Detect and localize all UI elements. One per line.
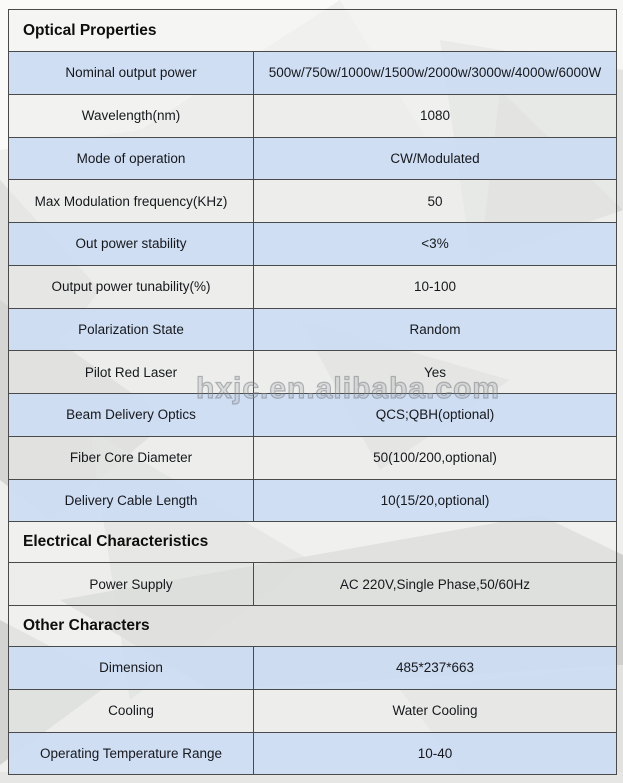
table-row: Nominal output power 500w/750w/1000w/1500… [9,51,616,94]
row-value: 485*237*663 [253,647,616,689]
row-label: Out power stability [75,236,187,252]
row-label: Power Supply [89,576,173,592]
table-row: Beam Delivery Optics QCS;QBH(optional) [9,393,616,436]
row-label: Cooling [108,703,154,719]
table-row: Polarization State Random [9,307,616,351]
table-row: Delivery Cable Length 10(15/20,optional) [9,478,616,522]
table-row: Max Modulation frequency(KHz) 50 [9,179,616,222]
row-label: Polarization State [78,321,184,337]
spec-table: Optical Properties Nominal output power 50… [8,9,617,776]
row-label: Wavelength(nm) [81,108,181,124]
table-row: Out power stability <3% [9,222,616,265]
row-value: Yes [253,351,616,393]
row-value: 1080 [253,94,616,137]
section-header: Optical Properties [9,10,616,51]
row-value: QCS;QBH(optional) [253,394,616,436]
table-row: Fiber Core Diameter 50(100/200,optional) [9,435,616,479]
row-label: Max Modulation frequency(KHz) [34,193,228,209]
section-title: Optical Properties [23,21,157,39]
row-value: Random [253,308,616,351]
row-value: 50(100/200,optional) [253,436,616,479]
row-label: Pilot Red Laser [84,364,178,380]
row-label: Output power tunability(%) [51,279,211,295]
section-header: Electrical Characteristics [9,521,616,563]
row-value: 500w/750w/1000w/1500w/2000w/3000w/4000w/… [253,52,616,94]
table-row: Operating Temperature Range 10-40 [9,731,616,775]
row-label: Operating Temperature Range [39,745,223,761]
table-row: Output power tunability(%) 10-100 [9,264,616,308]
row-value: 50 [253,180,616,222]
section-header: Other Characters [9,605,616,646]
row-value: <3% [253,223,616,265]
row-label: Fiber Core Diameter [69,450,193,466]
row-value: AC 220V,Single Phase,50/60Hz [253,563,616,605]
row-value: CW/Modulated [253,137,616,180]
table-row: Mode of operation CW/Modulated [9,136,616,180]
row-value: 10-100 [253,265,616,308]
row-label: Nominal output power [65,65,197,81]
row-label: Beam Delivery Optics [66,407,196,423]
table-row: Pilot Red Laser Yes [9,350,616,393]
table-row: Wavelength(nm) 1080 [9,93,616,137]
row-label: Dimension [99,660,163,676]
section-title: Other Characters [23,617,150,634]
row-value: Water Cooling [253,689,616,732]
row-value: 10-40 [253,732,616,775]
row-label: Mode of operation [76,150,186,166]
row-value: 10(15/20,optional) [253,479,616,522]
section-title: Electrical Characteristics [23,533,209,551]
table-row: Power Supply AC 220V,Single Phase,50/60Hz [9,562,616,605]
row-label: Delivery Cable Length [64,492,198,508]
table-row: Cooling Water Cooling [9,688,616,732]
table-row: Dimension 485*237*663 [9,646,616,689]
